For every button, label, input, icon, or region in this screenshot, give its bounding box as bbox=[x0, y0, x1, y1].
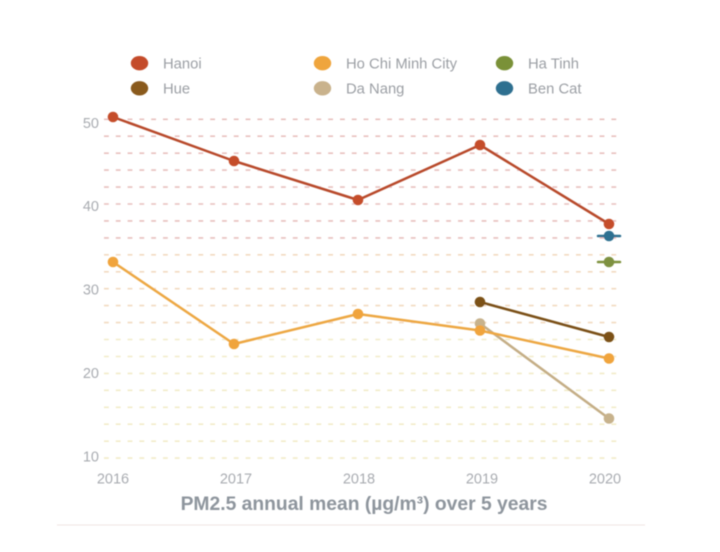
svg-text:PM2.5 annual mean (µg/m³) over: PM2.5 annual mean (µg/m³) over 5 years bbox=[181, 494, 548, 515]
svg-text:30: 30 bbox=[83, 283, 99, 299]
svg-text:Da Nang: Da Nang bbox=[346, 82, 404, 98]
svg-text:Ho Chi Minh City: Ho Chi Minh City bbox=[346, 57, 458, 73]
svg-text:Hanoi: Hanoi bbox=[163, 57, 202, 73]
svg-text:Ha Tinh: Ha Tinh bbox=[528, 57, 579, 73]
svg-text:Hue: Hue bbox=[163, 82, 190, 98]
svg-text:50: 50 bbox=[83, 116, 99, 132]
svg-text:10: 10 bbox=[83, 449, 99, 465]
svg-text:2020: 2020 bbox=[589, 472, 621, 488]
svg-text:2016: 2016 bbox=[97, 472, 129, 488]
svg-text:20: 20 bbox=[83, 366, 99, 382]
svg-text:2017: 2017 bbox=[220, 472, 252, 488]
svg-text:Ben Cat: Ben Cat bbox=[528, 82, 581, 98]
svg-text:2019: 2019 bbox=[466, 472, 498, 488]
svg-text:40: 40 bbox=[83, 199, 99, 215]
svg-text:2018: 2018 bbox=[343, 472, 375, 488]
